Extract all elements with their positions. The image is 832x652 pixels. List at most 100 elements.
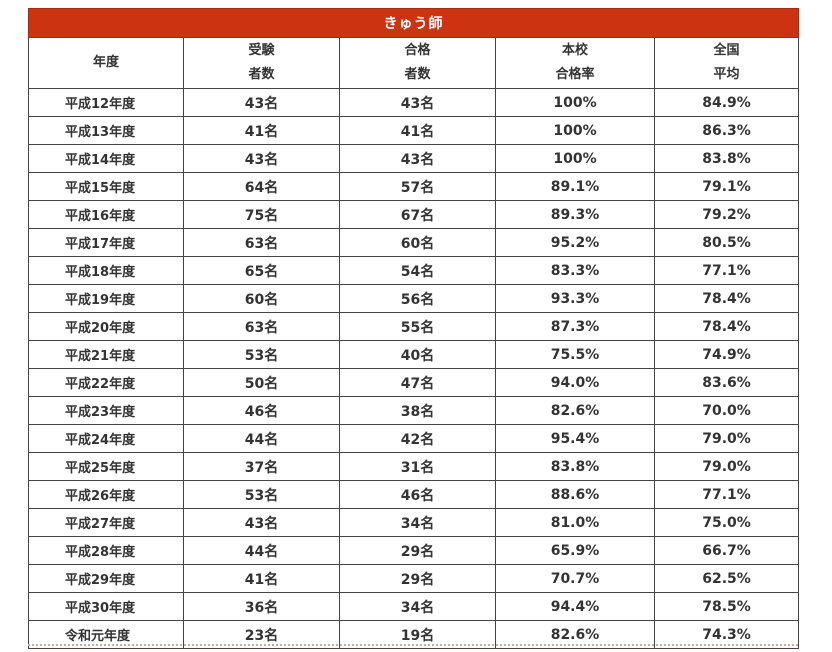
table-row: 平成14年度 43名 43名 100% 83.8% bbox=[28, 144, 800, 173]
cell-national-avg: 83.8% bbox=[653, 144, 800, 173]
cell-school-rate: 65.9% bbox=[495, 536, 655, 565]
cell-year: 平成28年度 bbox=[28, 536, 184, 565]
header-national-avg-line1: 全国 bbox=[713, 43, 740, 58]
header-year: 年度 bbox=[28, 37, 184, 89]
cell-applicants: 53名 bbox=[183, 480, 340, 509]
cell-national-avg: 78.4% bbox=[653, 284, 800, 313]
table-row: 平成20年度 63名 55名 87.3% 78.4% bbox=[28, 312, 800, 341]
cell-school-rate: 75.5% bbox=[495, 340, 655, 369]
cell-passed: 29名 bbox=[339, 564, 496, 593]
cell-applicants: 60名 bbox=[183, 284, 340, 313]
cell-school-rate: 100% bbox=[495, 116, 655, 145]
header-passed-line1: 合格 bbox=[404, 43, 431, 58]
cell-year: 平成26年度 bbox=[28, 480, 184, 509]
cell-school-rate: 95.2% bbox=[495, 228, 655, 257]
cell-national-avg: 74.9% bbox=[653, 340, 800, 369]
cell-applicants: 43名 bbox=[183, 88, 340, 117]
cropped-footer-divider bbox=[28, 644, 798, 652]
cell-applicants: 44名 bbox=[183, 536, 340, 565]
table-row: 平成19年度 60名 56名 93.3% 78.4% bbox=[28, 284, 800, 313]
header-row: 年度 受験 者数 合格 者数 本校 合格率 全国 平均 bbox=[28, 37, 800, 89]
cell-passed: 43名 bbox=[339, 144, 496, 173]
cell-school-rate: 100% bbox=[495, 88, 655, 117]
cell-passed: 54名 bbox=[339, 256, 496, 285]
table-row: 平成15年度 64名 57名 89.1% 79.1% bbox=[28, 172, 800, 201]
cell-applicants: 44名 bbox=[183, 424, 340, 453]
cell-national-avg: 83.6% bbox=[653, 368, 800, 397]
cell-year: 平成29年度 bbox=[28, 564, 184, 593]
cell-year: 平成23年度 bbox=[28, 396, 184, 425]
header-school-rate: 本校 合格率 bbox=[495, 37, 655, 89]
cell-school-rate: 83.3% bbox=[495, 256, 655, 285]
cell-national-avg: 75.0% bbox=[653, 508, 800, 537]
cell-national-avg: 78.4% bbox=[653, 312, 800, 341]
header-applicants-line1: 受験 bbox=[248, 43, 275, 58]
cell-passed: 40名 bbox=[339, 340, 496, 369]
cell-school-rate: 94.4% bbox=[495, 592, 655, 621]
cell-applicants: 36名 bbox=[183, 592, 340, 621]
cell-school-rate: 89.3% bbox=[495, 200, 655, 229]
cell-year: 平成30年度 bbox=[28, 592, 184, 621]
cell-passed: 43名 bbox=[339, 88, 496, 117]
cell-school-rate: 95.4% bbox=[495, 424, 655, 453]
cell-applicants: 41名 bbox=[183, 116, 340, 145]
cell-passed: 31名 bbox=[339, 452, 496, 481]
table-row: 平成13年度 41名 41名 100% 86.3% bbox=[28, 116, 800, 145]
cell-passed: 60名 bbox=[339, 228, 496, 257]
cell-national-avg: 62.5% bbox=[653, 564, 800, 593]
cell-school-rate: 94.0% bbox=[495, 368, 655, 397]
table-row: 平成29年度 41名 29名 70.7% 62.5% bbox=[28, 564, 800, 593]
cell-applicants: 46名 bbox=[183, 396, 340, 425]
cell-applicants: 65名 bbox=[183, 256, 340, 285]
cell-applicants: 75名 bbox=[183, 200, 340, 229]
cell-year: 平成24年度 bbox=[28, 424, 184, 453]
cell-school-rate: 82.6% bbox=[495, 396, 655, 425]
cell-year: 平成13年度 bbox=[28, 116, 184, 145]
cell-applicants: 63名 bbox=[183, 312, 340, 341]
cell-school-rate: 83.8% bbox=[495, 452, 655, 481]
cell-year: 平成18年度 bbox=[28, 256, 184, 285]
cell-national-avg: 80.5% bbox=[653, 228, 800, 257]
header-school-rate-line2: 合格率 bbox=[555, 67, 595, 82]
cell-national-avg: 84.9% bbox=[653, 88, 800, 117]
cell-national-avg: 79.0% bbox=[653, 452, 800, 481]
cell-national-avg: 79.0% bbox=[653, 424, 800, 453]
table-row: 平成16年度 75名 67名 89.3% 79.2% bbox=[28, 200, 800, 229]
cell-school-rate: 88.6% bbox=[495, 480, 655, 509]
table-row: 平成30年度 36名 34名 94.4% 78.5% bbox=[28, 592, 800, 621]
cell-passed: 57名 bbox=[339, 172, 496, 201]
cell-national-avg: 70.0% bbox=[653, 396, 800, 425]
header-passed-line2: 者数 bbox=[404, 67, 431, 82]
cell-passed: 42名 bbox=[339, 424, 496, 453]
table-title: きゅう師 bbox=[27, 8, 800, 38]
table-row: 平成12年度 43名 43名 100% 84.9% bbox=[28, 88, 800, 117]
cell-passed: 34名 bbox=[339, 508, 496, 537]
cell-national-avg: 77.1% bbox=[653, 480, 800, 509]
cell-applicants: 37名 bbox=[183, 452, 340, 481]
header-passed: 合格 者数 bbox=[339, 37, 496, 89]
cell-year: 平成16年度 bbox=[28, 200, 184, 229]
table-row: 平成23年度 46名 38名 82.6% 70.0% bbox=[28, 396, 800, 425]
cell-passed: 41名 bbox=[339, 116, 496, 145]
cell-passed: 29名 bbox=[339, 536, 496, 565]
title-row: きゅう師 bbox=[27, 8, 800, 38]
cell-year: 平成25年度 bbox=[28, 452, 184, 481]
cell-school-rate: 89.1% bbox=[495, 172, 655, 201]
cell-year: 平成15年度 bbox=[28, 172, 184, 201]
cell-school-rate: 100% bbox=[495, 144, 655, 173]
exam-results-table: きゅう師 年度 受験 者数 合格 者数 本校 合格率 bbox=[27, 8, 800, 649]
header-national-avg: 全国 平均 bbox=[653, 37, 800, 89]
cell-national-avg: 78.5% bbox=[653, 592, 800, 621]
header-applicants-line2: 者数 bbox=[248, 67, 275, 82]
cell-school-rate: 81.0% bbox=[495, 508, 655, 537]
cell-year: 平成22年度 bbox=[28, 368, 184, 397]
cell-applicants: 53名 bbox=[183, 340, 340, 369]
results-table-container: きゅう師 年度 受験 者数 合格 者数 本校 合格率 bbox=[27, 8, 800, 649]
cell-year: 平成20年度 bbox=[28, 312, 184, 341]
cell-year: 平成27年度 bbox=[28, 508, 184, 537]
table-row: 平成17年度 63名 60名 95.2% 80.5% bbox=[28, 228, 800, 257]
table-row: 平成24年度 44名 42名 95.4% 79.0% bbox=[28, 424, 800, 453]
cell-national-avg: 77.1% bbox=[653, 256, 800, 285]
cell-passed: 55名 bbox=[339, 312, 496, 341]
cell-national-avg: 86.3% bbox=[653, 116, 800, 145]
